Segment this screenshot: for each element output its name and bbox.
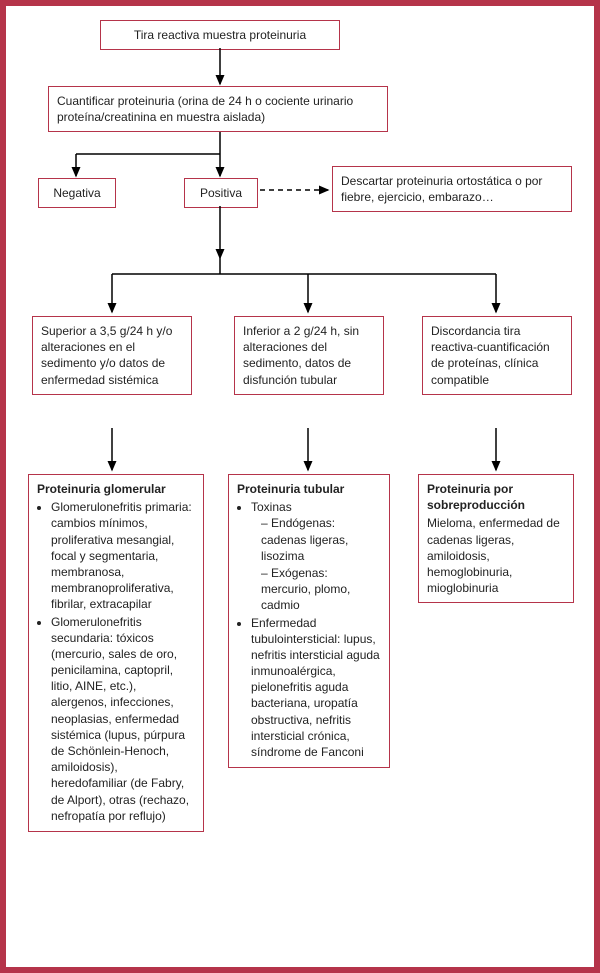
list-item: Toxinas Endógenas: cadenas ligeras, liso… [251, 499, 381, 613]
list-item: Enfermedad tubulointersticial: lupus, ne… [251, 615, 381, 761]
node-text: Inferior a 2 g/24 h, sin alteraciones de… [243, 324, 359, 387]
node-text: Discordancia tira reactiva-cuantificació… [431, 324, 550, 387]
node-text: Negativa [53, 186, 100, 200]
sub-list: Endógenas: cadenas ligeras, lisozima Exó… [251, 515, 381, 613]
node-title: Proteinuria tubular [237, 481, 381, 497]
node-title: Proteinuria glomerular [37, 481, 195, 497]
node-text: Descartar proteinuria ortostática o por … [341, 174, 542, 204]
node-positive: Positiva [184, 178, 258, 208]
list-item: Glomerulonefritis secundaria: tóxicos (m… [51, 614, 195, 824]
bullet-list: Glomerulonefritis primaria: cambios míni… [37, 499, 195, 824]
node-text: Cuantificar proteinuria (orina de 24 h o… [57, 94, 353, 124]
node-tubular: Proteinuria tubular Toxinas Endógenas: c… [228, 474, 390, 768]
sub-item: Endógenas: cadenas ligeras, lisozima [261, 515, 381, 564]
node-title: Proteinuria por sobreproducción [427, 481, 565, 513]
node-quantify: Cuantificar proteinuria (orina de 24 h o… [48, 86, 388, 132]
node-glomerular: Proteinuria glomerular Glomerulonefritis… [28, 474, 204, 832]
node-negative: Negativa [38, 178, 116, 208]
node-overproduction: Proteinuria por sobreproducción Mieloma,… [418, 474, 574, 603]
node-body: Mieloma, enfermedad de cadenas ligeras, … [427, 516, 560, 595]
node-criteria-glomerular: Superior a 3,5 g/24 h y/o alteraciones e… [32, 316, 192, 395]
sub-item: Exógenas: mercurio, plomo, cadmio [261, 565, 381, 614]
list-item: Glomerulonefritis primaria: cambios míni… [51, 499, 195, 612]
node-start: Tira reactiva muestra proteinuria [100, 20, 340, 50]
flowchart-frame: Tira reactiva muestra proteinuria Cuanti… [0, 0, 600, 973]
bullet-list: Toxinas Endógenas: cadenas ligeras, liso… [237, 499, 381, 760]
node-text: Positiva [200, 186, 242, 200]
node-text: Tira reactiva muestra proteinuria [134, 28, 306, 42]
node-criteria-overprod: Discordancia tira reactiva-cuantificació… [422, 316, 572, 395]
item-label: Toxinas [251, 500, 292, 514]
node-text: Superior a 3,5 g/24 h y/o alteraciones e… [41, 324, 172, 387]
node-rule-out: Descartar proteinuria ortostática o por … [332, 166, 572, 212]
node-criteria-tubular: Inferior a 2 g/24 h, sin alteraciones de… [234, 316, 384, 395]
